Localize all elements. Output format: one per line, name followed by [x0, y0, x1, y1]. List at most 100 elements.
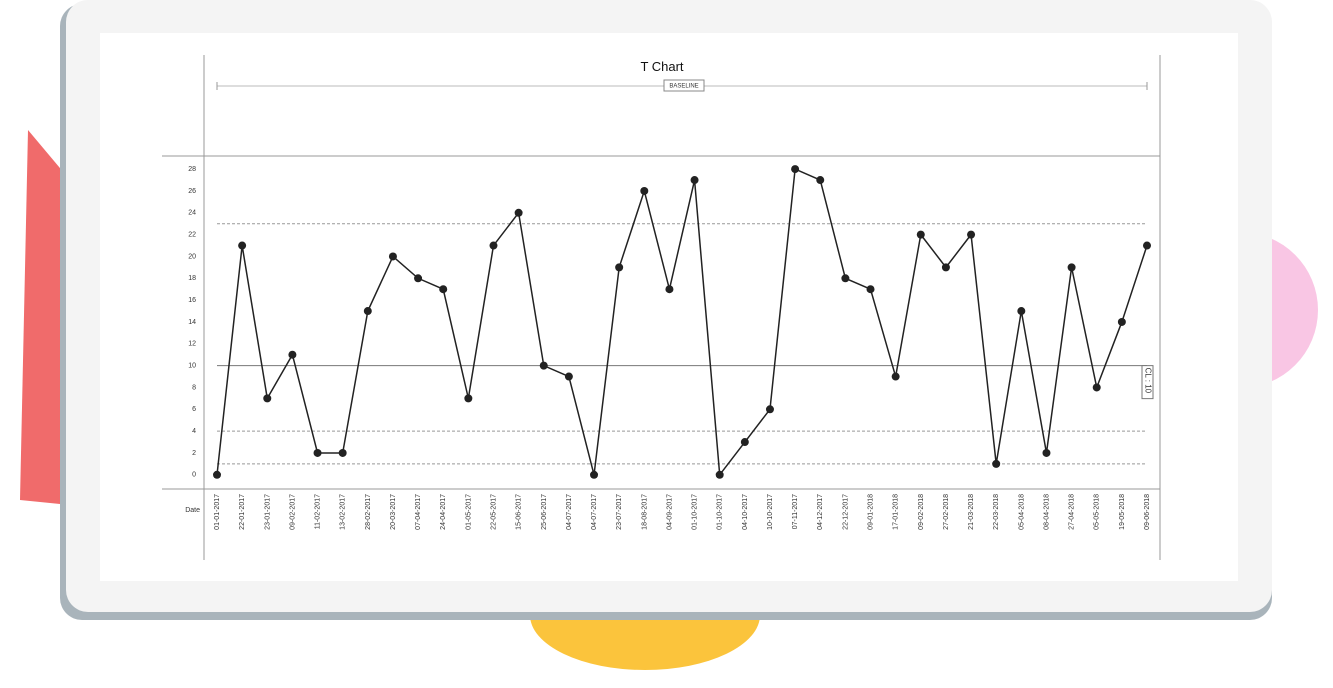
data-point: [564, 372, 573, 381]
x-tick-label: 04-10-2017: [742, 494, 749, 530]
x-tick-label: 19-05-2018: [1119, 494, 1126, 530]
x-tick-label: 22-01-2017: [239, 494, 246, 530]
x-tick-label: 21-03-2018: [968, 494, 975, 530]
x-tick-label: 05-04-2018: [1018, 494, 1025, 530]
y-tick-label: 20: [188, 253, 196, 260]
data-point: [765, 405, 774, 414]
data-point: [891, 372, 900, 381]
reference-tag: [1141, 365, 1154, 400]
data-point: [338, 448, 347, 457]
x-tick-label: 28-02-2017: [365, 494, 372, 530]
data-point: [967, 230, 976, 239]
data-point: [313, 448, 322, 457]
baseline-box: [663, 79, 705, 92]
x-tick-label: 05-05-2018: [1094, 494, 1101, 530]
x-tick-label: 04-07-2017: [566, 494, 573, 530]
data-point: [740, 438, 749, 447]
x-tick-label: 07-11-2017: [792, 494, 799, 529]
data-point: [363, 307, 372, 316]
data-point: [263, 394, 272, 403]
data-point: [238, 241, 247, 250]
panel: [100, 33, 1238, 581]
x-tick-label: 20-03-2017: [390, 494, 397, 530]
x-tick-label: 22-12-2017: [842, 494, 849, 530]
x-tick-label: 23-07-2017: [616, 494, 623, 530]
data-point: [514, 208, 523, 217]
x-tick-label: 01-05-2017: [465, 494, 472, 530]
data-point: [539, 361, 548, 370]
y-tick-label: 10: [188, 362, 196, 369]
data-point: [690, 176, 699, 185]
y-tick-label: 22: [188, 231, 196, 238]
data-point: [715, 470, 724, 479]
reference-label: CL : 10: [1143, 368, 1152, 394]
data-point: [464, 394, 473, 403]
data-point: [213, 470, 221, 479]
data-point: [866, 285, 875, 294]
x-tick-label: 27-04-2018: [1069, 494, 1076, 530]
x-tick-label: 04-09-2017: [666, 494, 673, 530]
x-tick-label: 01-10-2017: [692, 494, 699, 530]
y-tick-label: 14: [188, 319, 196, 326]
data-point: [590, 470, 599, 479]
data-point: [615, 263, 624, 272]
x-tick-label: 01-10-2017: [717, 494, 724, 530]
x-tick-label: 18-08-2017: [641, 494, 648, 530]
x-tick-label: 23-01-2017: [264, 494, 271, 530]
y-tick-label: 24: [188, 210, 196, 217]
y-tick-label: 8: [192, 384, 196, 391]
x-tick-label: 08-04-2018: [1043, 494, 1050, 530]
x-tick-label: 09-02-2018: [918, 494, 925, 530]
chart-title: T Chart: [640, 59, 683, 74]
y-tick-label: 16: [188, 297, 196, 304]
x-tick-label: 01-01-2017: [214, 494, 221, 530]
data-point: [941, 263, 950, 272]
y-tick-label: 0: [192, 472, 196, 479]
data-point: [388, 252, 397, 261]
x-tick-label: 11-02-2017: [315, 494, 322, 529]
x-tick-label: 22-03-2018: [993, 494, 1000, 530]
y-tick-label: 26: [188, 188, 196, 195]
x-tick-label: 10-10-2017: [767, 494, 774, 530]
x-tick-label: 15-06-2017: [516, 494, 523, 530]
x-tick-label: 04-12-2017: [817, 494, 824, 530]
data-point: [1017, 307, 1026, 316]
x-tick-label: 17-01-2018: [893, 494, 900, 530]
x-tick-label: 09-02-2017: [289, 494, 296, 530]
data-point: [640, 186, 649, 195]
data-point: [439, 285, 448, 294]
x-tick-label: 09-06-2018: [1144, 494, 1151, 530]
decor-red: [20, 130, 70, 505]
x-axis-label: Date: [185, 507, 200, 514]
data-point: [1092, 383, 1101, 392]
x-tick-label: 27-02-2018: [943, 494, 950, 530]
y-tick-label: 18: [188, 275, 196, 282]
y-tick-label: 6: [192, 406, 196, 413]
data-point: [791, 165, 800, 174]
y-tick-label: 12: [188, 341, 196, 348]
data-point: [916, 230, 925, 239]
data-point: [1117, 317, 1126, 326]
x-tick-label: 04-07-2017: [591, 494, 598, 530]
x-tick-label: 24-04-2017: [440, 494, 447, 530]
y-tick-label: 4: [192, 428, 196, 435]
y-tick-label: 28: [188, 166, 196, 173]
data-point: [1042, 448, 1051, 457]
x-tick-label: 22-05-2017: [490, 494, 497, 530]
data-line: [216, 168, 1148, 477]
data-point: [992, 459, 1001, 468]
data-point: [1067, 263, 1076, 272]
baseline-label: BASELINE: [669, 84, 698, 90]
y-tick-label: 2: [192, 450, 196, 457]
data-point: [841, 274, 850, 283]
data-point: [665, 285, 674, 294]
data-point: [288, 350, 297, 359]
data-point: [816, 176, 825, 185]
data-point: [489, 241, 498, 250]
chart-frame: [162, 55, 1161, 560]
data-point: [414, 274, 423, 283]
x-tick-label: 13-02-2017: [340, 494, 347, 530]
x-tick-label: 25-06-2017: [541, 494, 548, 530]
